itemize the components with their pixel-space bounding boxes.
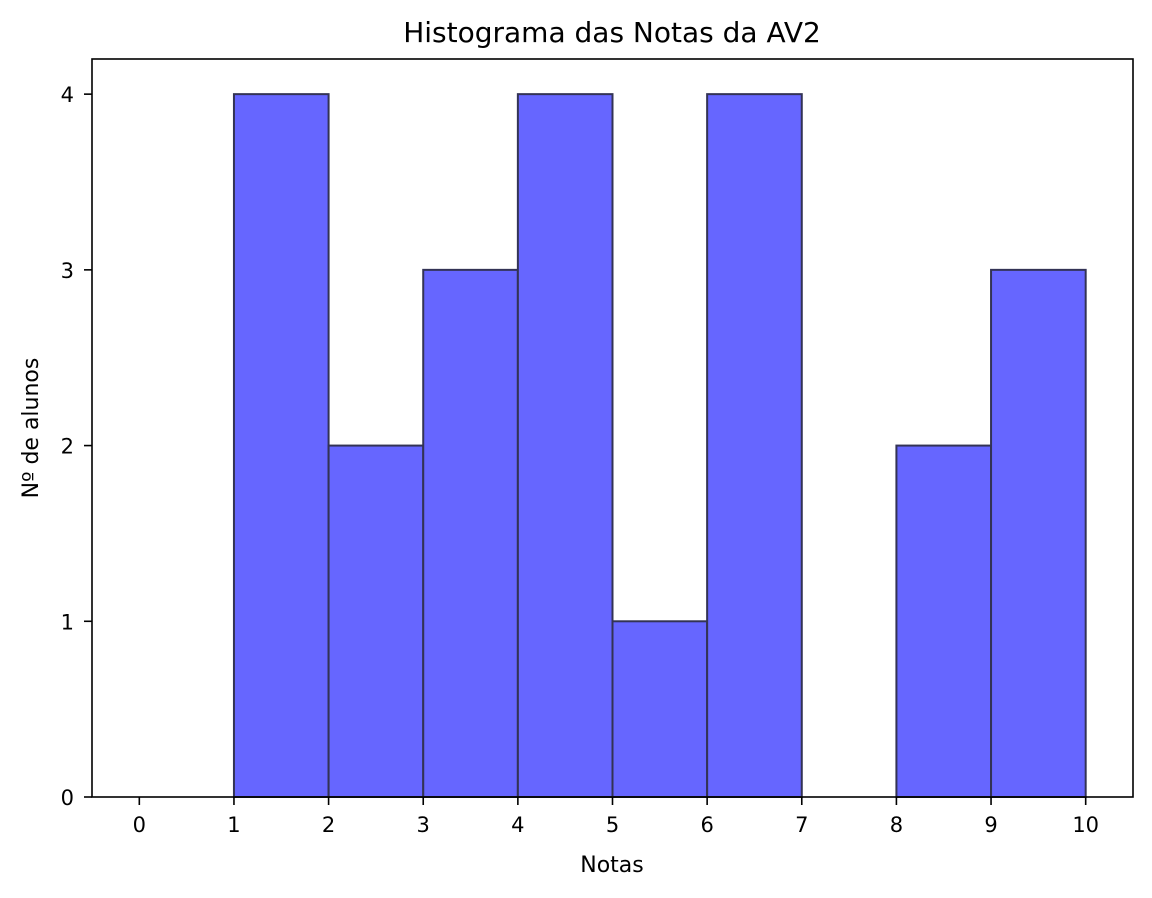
y-tick-label-0: 0: [61, 786, 74, 810]
histogram-bar-2: [327, 444, 425, 798]
histogram-bar-5: [611, 620, 709, 798]
y-tick-label-3: 3: [61, 259, 74, 283]
histogram-bar-4: [516, 93, 614, 798]
histogram-bar-8: [895, 444, 993, 798]
x-axis-label: Notas: [580, 853, 644, 878]
x-tick-label-2: 2: [322, 813, 335, 837]
x-axis-ticks: 0 1 2 3 4 5 6 7 8 9 10: [133, 797, 1099, 837]
x-tick-label-10: 10: [1072, 813, 1099, 837]
histogram-bar-1: [232, 93, 330, 798]
y-axis-label: Nº de alunos: [19, 358, 44, 499]
histogram-bar-3: [422, 268, 519, 799]
y-tick-label-4: 4: [61, 83, 74, 107]
y-axis-ticks: 0 1 2 3 4: [61, 83, 92, 810]
bars-group: [232, 93, 1087, 799]
x-tick-label-7: 7: [795, 813, 808, 837]
chart-title: Histograma das Notas da AV2: [403, 16, 821, 49]
x-tick-label-6: 6: [700, 813, 713, 837]
x-tick-label-0: 0: [133, 813, 146, 837]
y-tick-label-1: 1: [61, 610, 74, 634]
x-tick-label-4: 4: [511, 813, 524, 837]
histogram-bar-6: [706, 93, 803, 798]
x-tick-label-9: 9: [984, 813, 997, 837]
x-tick-label-8: 8: [890, 813, 903, 837]
x-tick-label-1: 1: [227, 813, 240, 837]
x-tick-label-5: 5: [606, 813, 619, 837]
y-tick-label-2: 2: [61, 435, 74, 459]
x-tick-label-3: 3: [417, 813, 430, 837]
histogram-bar-9: [990, 268, 1087, 799]
